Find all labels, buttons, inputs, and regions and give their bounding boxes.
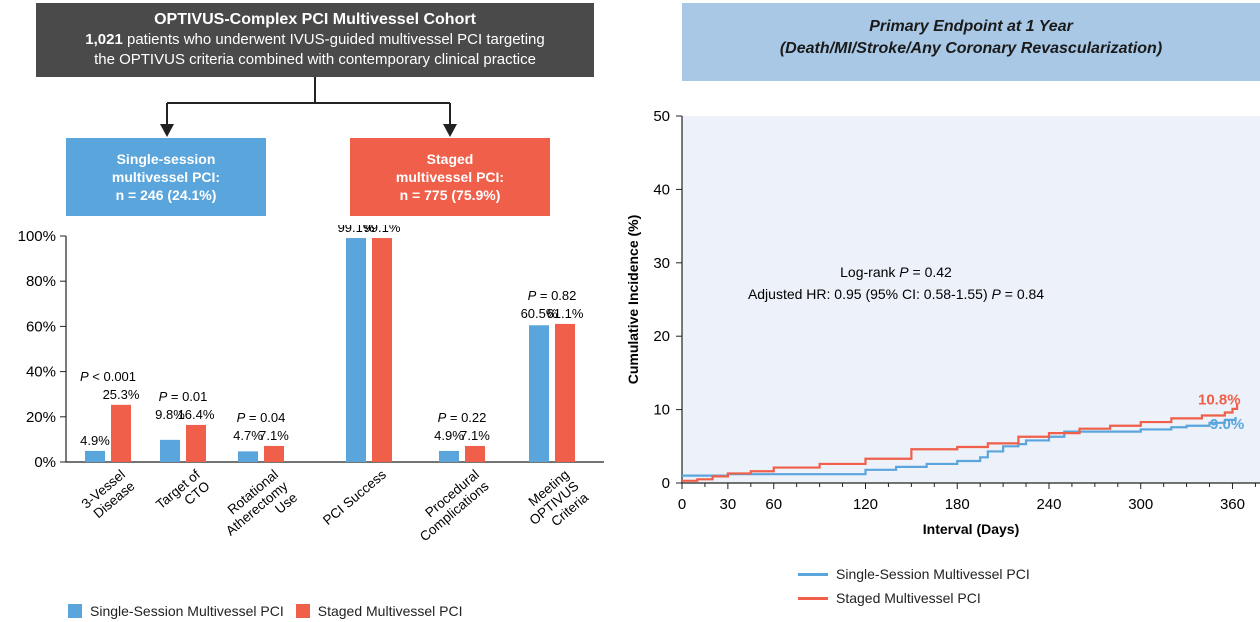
x-tick-label: 180 [945,496,970,513]
y-tick-label: 80% [26,273,56,290]
bar [111,404,131,462]
hr-annotation: Adjusted HR: 0.95 (95% CI: 0.58-1.55) P … [748,286,1044,302]
series-line-staged [682,403,1239,482]
staged-group-box: Staged multivessel PCI: n = 775 (75.9%) [350,138,550,216]
endpoint-title: Primary Endpoint at 1 Year [869,18,1073,35]
cohort-title: OPTIVUS-Complex PCI Multivessel Cohort [154,11,476,28]
bar-value-label: 25.3% [103,387,140,402]
p-value-label: P = 0.82 [528,288,577,303]
p-value-label: P = 0.04 [237,410,286,425]
bar [264,445,284,462]
km-legend-label-single: Single-Session Multivessel PCI [836,566,1030,582]
bar-value-label: 99.1% [364,225,401,235]
legend-swatch-staged [295,604,310,618]
baseline-bar-chart: 0% 20% 40% 60% 80% 100% 4.9% 25.3% P < 0.001 3-Ve… [18,225,604,550]
cohort-description-line2: the OPTIVUS criteria combined with conte… [94,51,536,68]
y-tick-label: 60% [26,318,56,335]
bar [186,424,206,462]
bar-value-label: 16.4% [178,407,215,422]
y-tick-label: 10 [653,402,670,419]
x-category-label: MeetingOPTIVUSCriteria [517,466,592,539]
legend-label-single: Single-Session Multivessel PCI [90,603,284,619]
arrow-down-icon [160,124,174,137]
x-axis-title: Interval (Days) [923,521,1019,537]
y-tick-label: 20% [26,409,56,426]
legend-swatch-single [68,604,82,618]
endpoint-subtitle: (Death/MI/Stroke/Any Coronary Revascular… [779,40,1163,57]
y-tick-label: 40 [653,181,670,198]
cohort-description: 1,021 patients who underwent IVUS-guided… [85,31,545,48]
bar-value-label: 4.9% [434,428,464,443]
bar-value-label: 61.1% [547,306,584,321]
bar [346,238,366,462]
arrow-down-icon [443,124,457,137]
x-tick-label: 0 [678,496,686,513]
y-tick-label: 20 [653,328,670,345]
bar-value-label: 4.7% [233,428,263,443]
logrank-annotation: Log-rank P = 0.42 [840,264,952,280]
end-label-staged: 10.8% [1198,392,1241,409]
bar [439,450,459,462]
flow-connector [160,77,457,137]
x-category-label: PCI Success [320,467,389,528]
x-tick-label: 300 [1128,496,1153,513]
km-legend: Single-Session Multivessel PCI Staged Mu… [798,566,1030,606]
single-session-group-box: Single-session multivessel PCI: n = 246 … [66,138,266,216]
bar-legend: Single-Session Multivessel PCI Staged Mu… [68,603,462,619]
bar [238,451,258,462]
endpoint-header: Primary Endpoint at 1 Year (Death/MI/Str… [682,3,1260,81]
x-tick-label: 30 [720,496,737,513]
bar-value-label: 7.1% [259,428,289,443]
bar-value-label: 60.5% [521,306,558,321]
p-value-label: P = 0.01 [159,389,208,404]
legend-line-single [798,572,828,576]
cohort-header: OPTIVUS-Complex PCI Multivessel Cohort 1… [36,3,594,77]
legend-label-staged: Staged Multivessel PCI [317,603,463,619]
p-value-label: P = 0.22 [438,410,487,425]
p-value-label: P < 0.001 [80,369,136,384]
bar-value-label: 99.1% [338,225,375,235]
bar [529,325,549,462]
x-category-label: ProceduralComplications [407,467,491,545]
y-tick-label: 0 [662,475,670,492]
legend-line-staged [798,596,828,600]
bar [85,450,105,462]
x-tick-label: 240 [1036,496,1061,513]
end-label-single: 9.0% [1210,416,1244,433]
bar [555,323,575,462]
bar [160,439,180,462]
x-category-label: Target ofCTO [153,467,213,524]
y-axis-title: Cumulative Incidence (%) [625,215,641,385]
series-line-single [682,416,1237,477]
y-tick-label: 30 [653,255,670,272]
cumulative-incidence-chart: 0 10 20 30 40 50 0 30 60 120 180 240 300 360 Interval … [625,108,1260,537]
x-category-label: RotationalAtherectomyUse [213,467,300,550]
bar [465,445,485,462]
bar-value-label: 9.8% [155,407,185,422]
y-tick-label: 40% [26,364,56,381]
km-legend-label-staged: Staged Multivessel PCI [836,590,981,606]
x-tick-label: 360 [1220,496,1245,513]
x-tick-label: 120 [853,496,878,513]
bar-value-label: 7.1% [460,428,490,443]
patient-count: 1,021 [85,31,123,48]
x-category-label: 3-VesselDisease [79,467,138,523]
bar [372,238,392,462]
y-tick-label: 0% [34,454,56,471]
y-tick-label: 100% [18,228,56,245]
bar-value-label: 4.9% [80,433,110,448]
y-tick-label: 50 [653,108,670,125]
x-tick-label: 60 [765,496,782,513]
